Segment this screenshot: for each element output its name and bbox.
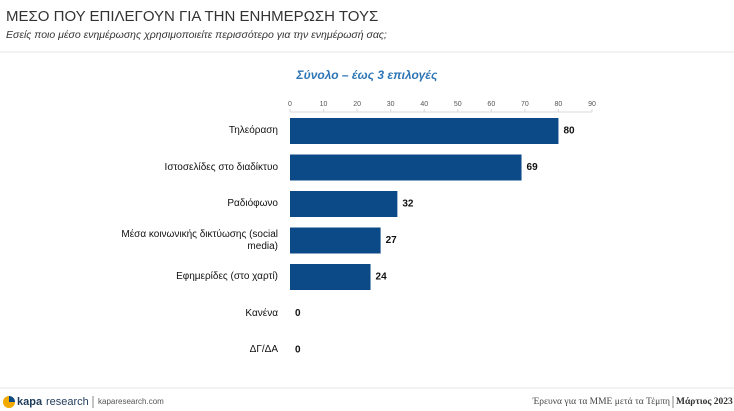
y-tick-label: Μέσα κοινωνικής δικτύωσης (social media) [121,228,278,252]
slide-subtitle: Εσείς ποιο μέσο ενημέρωσης χρησιμοποιείτ… [6,29,387,41]
x-tick-label: 40 [420,101,428,108]
value-label: 27 [386,235,398,246]
x-tick-label: 10 [320,101,328,108]
x-tick-label: 50 [454,101,462,108]
y-tick-label: Εφημερίδες (στο χαρτί) [176,271,278,282]
survey-date: Μάρτιος 2023 [676,396,733,407]
survey-name: Έρευνα για τα ΜΜΕ μετά τα Τέμπη [532,397,670,407]
bar [290,154,522,181]
value-label: 32 [402,199,414,210]
x-tick-label: 60 [487,101,495,108]
y-tick-label: ΔΓ/ΔΑ [249,344,278,355]
slide-title: ΜΕΣΟ ΠΟΥ ΕΠΙΛΕΓΟΥΝ ΓΙΑ ΤΗΝ ΕΝΗΜΕΡΩΣΗ ΤΟΥ… [6,8,378,25]
value-label: 0 [295,308,301,319]
y-tick-label: Κανένα [245,307,278,319]
logo-text: research [46,396,89,408]
x-tick-label: 20 [353,101,361,108]
bar [290,264,371,290]
y-tick-label: Ιστοσελίδες στο διαδίκτυο [164,161,278,173]
x-tick-label: 0 [288,101,292,108]
value-label: 69 [527,162,539,173]
y-tick-label: Τηλεόραση [228,125,278,136]
logo-text: kapa [17,396,43,408]
x-tick-label: 30 [387,101,395,108]
value-label: 0 [295,345,301,356]
chart-title: Σύνολο – έως 3 επιλογές [296,68,438,82]
value-label: 24 [376,272,388,283]
website: kaparesearch.com [98,397,164,406]
logo-icon [9,396,15,402]
x-tick-label: 90 [588,101,596,108]
bar [290,191,398,217]
bar [290,227,381,254]
value-label: 80 [563,126,575,137]
x-tick-label: 80 [555,101,563,108]
bar [290,118,559,144]
y-tick-label: Ραδιόφωνο [227,198,278,209]
x-tick-label: 70 [521,101,529,108]
